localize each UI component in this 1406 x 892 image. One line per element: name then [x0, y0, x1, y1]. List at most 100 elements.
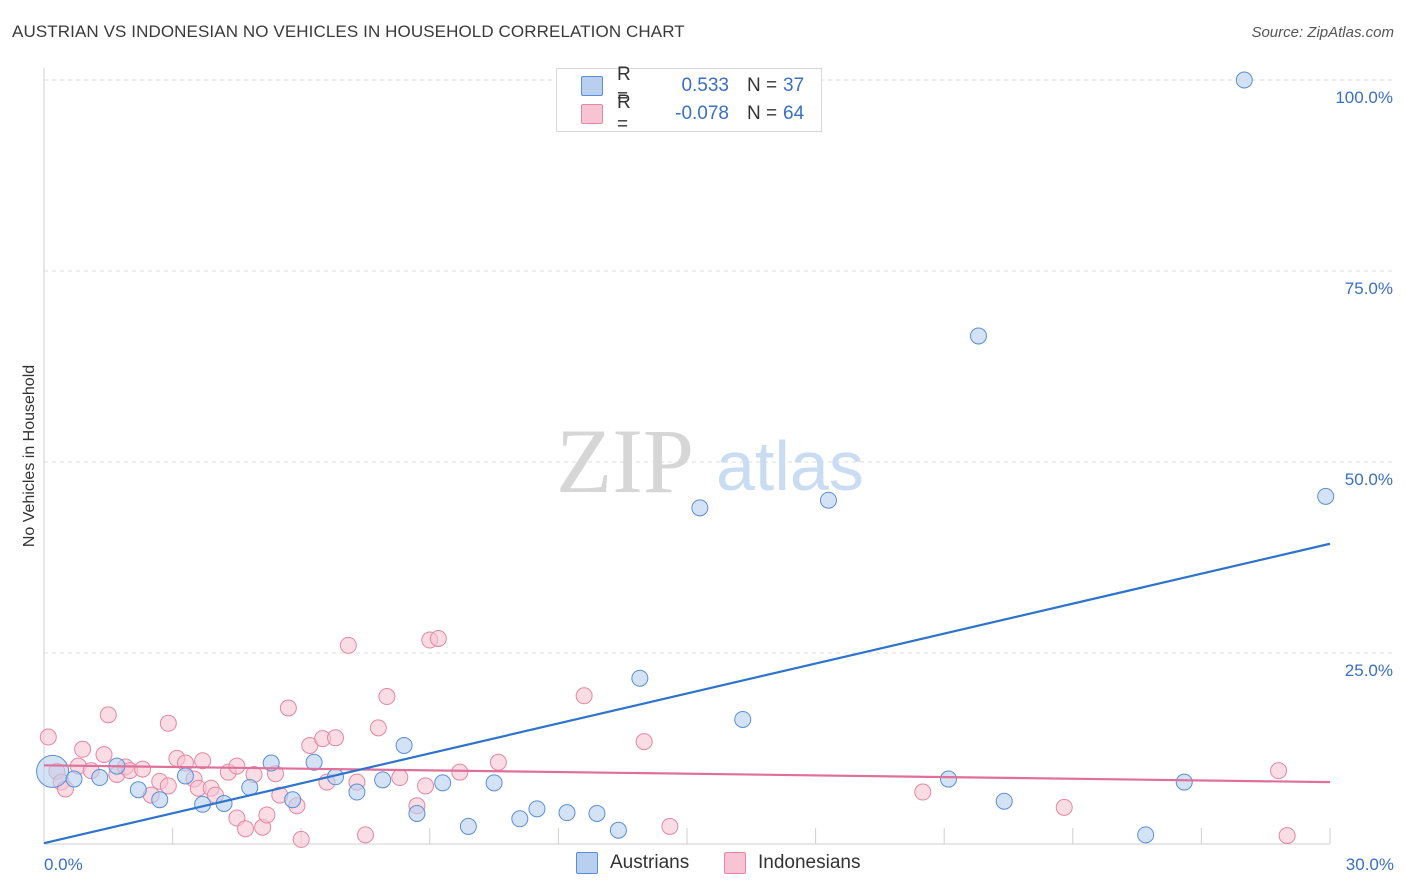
austrians-point — [1137, 826, 1155, 844]
indonesians-legend-label: Indonesians — [758, 852, 861, 873]
legend-row-indonesians: R = -0.078 N = 64 — [581, 92, 805, 135]
austrians-point — [588, 804, 606, 822]
y-axis-title: No Vehicles in Household — [21, 365, 38, 547]
austrians-point — [1175, 773, 1193, 791]
gridlines — [44, 79, 1394, 654]
r-value: -0.078 — [675, 103, 729, 124]
austrians-point — [609, 821, 627, 839]
austrians-point — [262, 754, 280, 772]
indonesians-point — [292, 830, 310, 848]
indonesians-point — [339, 636, 357, 654]
x-tick-label-max: 30.0% — [1346, 855, 1394, 874]
indonesians-point — [134, 760, 152, 778]
watermark-atlas: atlas — [716, 427, 864, 505]
austrians-point — [939, 770, 957, 788]
y-tick-label: 100.0% — [1335, 88, 1393, 107]
indonesians-trend-line — [43, 764, 1331, 784]
austrians-point — [305, 753, 323, 771]
stats-legend: R = 0.533 N = 37 R = -0.078 N = 64 — [556, 64, 822, 135]
austrians-point — [65, 770, 83, 788]
austrians-point — [348, 783, 366, 801]
austrians-point — [511, 810, 529, 828]
n-value: 64 — [783, 103, 805, 124]
indonesians-point — [258, 806, 276, 824]
legend-item-austrians[interactable]: Austrians — [576, 852, 689, 874]
y-tick-label: 75.0% — [1345, 279, 1393, 298]
legend-row-austrians: R = 0.533 N = 37 — [581, 64, 805, 107]
austrians-point — [395, 736, 413, 754]
source-label: Source: ZipAtlas.com — [1251, 24, 1394, 41]
indonesians-point — [159, 714, 177, 732]
indonesians-point — [39, 728, 57, 746]
austrians-point — [734, 710, 752, 728]
austrians-point — [485, 774, 503, 792]
indonesians-point — [451, 763, 469, 781]
austrians-point — [995, 792, 1013, 810]
austrians-point — [408, 804, 426, 822]
indonesians-point — [74, 740, 92, 758]
indonesians-point — [369, 719, 387, 737]
indonesians-point — [661, 817, 679, 835]
indonesians-point — [378, 688, 396, 706]
indonesians-point — [99, 706, 117, 724]
indonesians-point — [95, 746, 113, 764]
indonesians-point — [159, 777, 177, 795]
indonesians-point — [575, 687, 593, 705]
austrians-point — [558, 804, 576, 822]
n-label: N = — [747, 75, 778, 96]
x-tick-marks — [172, 828, 1331, 844]
watermark: ZIP atlas — [556, 410, 864, 512]
trend-lines — [43, 542, 1331, 845]
austrians-point — [969, 327, 987, 345]
indonesians-point — [279, 699, 297, 717]
indonesians-swatch — [581, 104, 603, 124]
indonesians-point — [326, 729, 344, 747]
austrians-point — [691, 499, 709, 517]
r-value: 0.533 — [681, 75, 729, 96]
x-tick-label-min: 0.0% — [44, 855, 83, 874]
austrians-point — [36, 754, 70, 788]
austrians-point — [631, 669, 649, 687]
austrians-point — [434, 774, 452, 792]
indonesians-point — [236, 820, 254, 838]
indonesians-point — [1270, 762, 1288, 780]
indonesians-point — [914, 783, 932, 801]
austrians-point — [819, 491, 837, 509]
austrians-point — [284, 791, 302, 809]
y-tick-label: 25.0% — [1345, 661, 1393, 680]
indonesians-point — [1278, 827, 1296, 845]
austrians-point — [129, 781, 147, 799]
indonesians-point — [391, 769, 409, 787]
austrians-swatch — [581, 76, 603, 96]
r-label: R = — [617, 92, 631, 135]
austrians-trend-line — [43, 542, 1331, 845]
series-legend: Austrians Indonesians — [0, 848, 1406, 880]
indonesians-point — [417, 777, 435, 795]
watermark-zip: ZIP — [556, 410, 694, 512]
indonesians-legend-swatch — [724, 852, 746, 874]
indonesians-point — [429, 629, 447, 647]
indonesians-point — [635, 733, 653, 751]
chart-title: AUSTRIAN VS INDONESIAN NO VEHICLES IN HO… — [12, 22, 685, 41]
austrians-point — [528, 800, 546, 818]
y-tick-labels: 25.0% 50.0% 75.0% 100.0% — [1335, 88, 1393, 680]
austrians-point — [459, 817, 477, 835]
austrians-legend-label: Austrians — [610, 852, 690, 873]
n-value: 37 — [783, 75, 805, 96]
indonesians-point — [357, 826, 374, 844]
austrians-point — [91, 769, 109, 787]
austrians-legend-swatch — [576, 852, 598, 874]
indonesians-point — [194, 752, 212, 770]
legend-item-indonesians[interactable]: Indonesians — [724, 852, 860, 874]
r-label: R = — [617, 64, 631, 107]
austrians-point — [374, 771, 392, 789]
austrians-point — [176, 767, 194, 785]
indonesians-points — [39, 629, 1296, 848]
y-tick-label: 50.0% — [1345, 470, 1393, 489]
n-label: N = — [747, 103, 778, 124]
indonesians-point — [1055, 798, 1073, 816]
austrians-point — [151, 791, 169, 809]
indonesians-point — [489, 753, 507, 771]
austrians-point — [1235, 71, 1253, 89]
